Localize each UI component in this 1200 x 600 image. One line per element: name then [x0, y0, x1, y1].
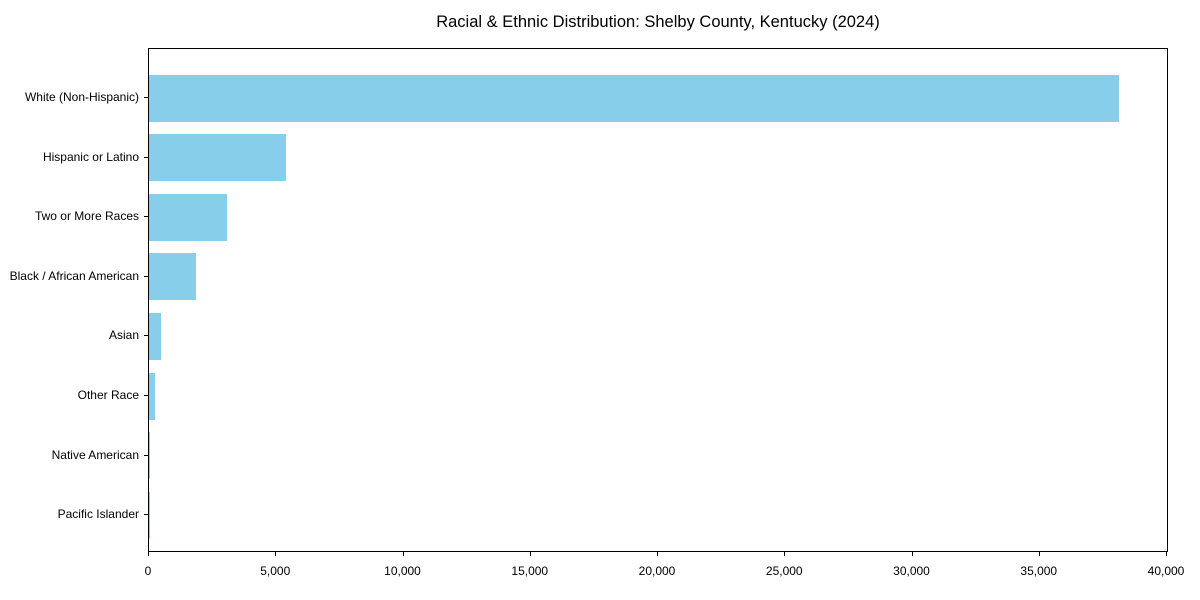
x-tick-label-35000: 35,000 — [1020, 564, 1058, 578]
bar-two-or-more-races — [149, 193, 227, 241]
y-tick-mark — [144, 514, 148, 516]
y-tick-label-asian: Asian — [108, 328, 139, 343]
x-tick-mark — [1166, 552, 1167, 556]
x-tick-label-40000: 40,000 — [1147, 564, 1185, 578]
plot-area — [148, 48, 1168, 552]
x-tick-mark — [529, 552, 531, 556]
x-tick-label-20000: 20,000 — [638, 564, 676, 578]
x-tick-mark — [911, 552, 913, 556]
x-tick-mark — [402, 552, 404, 556]
x-tick-mark — [784, 552, 786, 556]
y-tick-mark — [144, 97, 148, 98]
x-tick-mark — [275, 552, 277, 556]
y-tick-label-white-non-hispanic: White (Non-Hispanic) — [24, 90, 139, 104]
y-tick-mark — [144, 335, 148, 337]
x-tick-mark — [657, 552, 658, 556]
x-tick-mark — [148, 552, 149, 556]
y-tick-label-hispanic-or-latino: Hispanic or Latino — [42, 149, 139, 164]
bar-other-race — [149, 372, 155, 420]
y-tick-mark — [144, 395, 148, 396]
y-tick-label-pacific-islander: Pacific Islander — [57, 507, 139, 522]
y-tick-mark — [144, 454, 148, 456]
x-tick-label-25000: 25,000 — [765, 564, 803, 578]
x-tick-mark — [1038, 552, 1040, 556]
y-tick-label-other-race: Other Race — [77, 388, 139, 402]
x-tick-label-0: 0 — [144, 564, 152, 578]
bar-white-non-hispanic — [149, 74, 1119, 122]
y-tick-mark — [144, 156, 148, 158]
bar-hispanic-or-latino — [149, 134, 287, 182]
bar-native-american — [149, 432, 151, 480]
y-tick-label-black-african-american: Black / African American — [9, 268, 139, 283]
chart-title: Racial & Ethnic Distribution: Shelby Cou… — [436, 13, 880, 31]
x-tick-label-5000: 5,000 — [260, 564, 291, 578]
y-tick-mark — [144, 216, 148, 218]
bar-black-african-american — [149, 253, 197, 301]
x-tick-label-30000: 30,000 — [893, 564, 930, 578]
y-tick-label-native-american: Native American — [51, 447, 139, 462]
bar-asian — [149, 312, 161, 360]
y-tick-mark — [144, 275, 148, 277]
y-tick-label-two-or-more-races: Two or More Races — [34, 209, 139, 224]
x-tick-label-15000: 15,000 — [511, 564, 549, 578]
x-tick-label-10000: 10,000 — [384, 564, 421, 578]
